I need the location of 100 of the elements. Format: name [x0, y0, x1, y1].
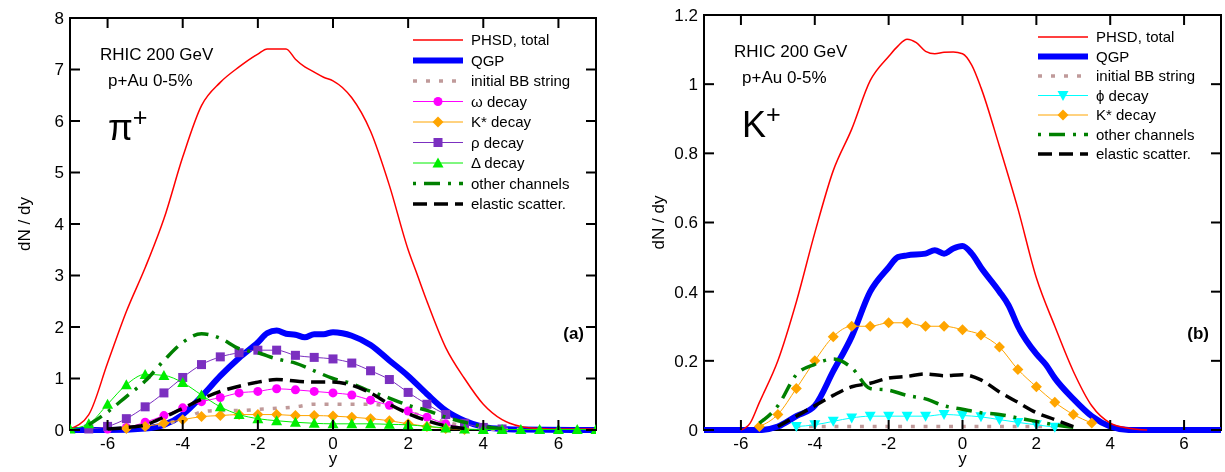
point: [422, 399, 432, 409]
point: [196, 411, 207, 423]
point: [993, 341, 1005, 353]
annotation: π$^{+}$: [108, 103, 148, 148]
point: [790, 422, 802, 433]
x-tick-label: 2: [1031, 434, 1042, 453]
point: [901, 411, 913, 422]
point: [158, 369, 170, 380]
y-tick-label: 5: [54, 163, 64, 183]
point: [290, 385, 300, 395]
y-axis-title: dN / dy: [15, 196, 34, 251]
y-tick-label: 0.6: [674, 213, 698, 233]
point: [883, 411, 895, 422]
point: [272, 384, 282, 394]
point: [346, 418, 358, 429]
point: [920, 411, 932, 422]
annotation: K$^{+}$: [742, 100, 781, 145]
annotation: p+Au 0-5%: [742, 68, 827, 87]
point: [366, 395, 376, 405]
annotation: p+Au 0-5%: [108, 71, 193, 90]
y-tick-label: 1.2: [674, 5, 698, 25]
point: [234, 388, 244, 398]
y-tick-label: 1: [54, 369, 64, 389]
x-tick-label: -4: [175, 434, 191, 453]
y-axis-title: dN / dy: [649, 195, 668, 250]
legend-label: initial BB string: [471, 72, 571, 90]
y-tick-label: 7: [54, 60, 64, 80]
point: [938, 320, 950, 332]
point: [215, 393, 225, 403]
y-tick-label: 0: [688, 420, 698, 440]
legend-label: initial BB string: [1096, 67, 1196, 85]
point: [901, 317, 913, 329]
point: [772, 408, 784, 420]
point: [790, 383, 802, 394]
legend-label: QGP: [1096, 47, 1130, 65]
y-tick-label: 8: [54, 8, 64, 28]
point: [1049, 422, 1061, 433]
annotation: RHIC 200 GeV: [100, 45, 215, 64]
legend-label: other channels: [471, 174, 570, 192]
y-tick-label: 1: [688, 75, 698, 95]
x-tick-label: 6: [1179, 434, 1189, 453]
point: [975, 329, 987, 341]
legend-label: elastic scatter.: [471, 195, 567, 213]
point: [1086, 417, 1098, 429]
x-tick-label: -2: [881, 434, 897, 453]
x-tick-label: -6: [733, 434, 749, 453]
x-tick-label: 4: [1105, 434, 1115, 453]
legend-label: K* decay: [1096, 106, 1157, 124]
point: [177, 377, 189, 388]
point: [120, 379, 132, 390]
legend-label: elastic scatter.: [1096, 145, 1192, 163]
point: [846, 413, 858, 424]
point: [1012, 363, 1024, 375]
point: [139, 420, 151, 432]
point: [1067, 408, 1079, 420]
point: [121, 414, 131, 424]
point: [571, 423, 583, 434]
point: [957, 324, 968, 336]
point: [102, 398, 114, 409]
x-tick-label: -6: [100, 434, 116, 453]
point: [864, 411, 876, 422]
point: [289, 416, 301, 427]
y-tick-label: 0.4: [674, 282, 698, 302]
annotation: RHIC 200 GeV: [734, 42, 849, 61]
point: [308, 417, 320, 428]
x-tick-label: 2: [403, 434, 413, 453]
point: [827, 331, 839, 343]
x-tick-label: -2: [250, 434, 266, 453]
point: [214, 410, 226, 422]
point: [827, 416, 839, 427]
point: [534, 423, 546, 434]
point: [234, 348, 244, 358]
point: [1012, 417, 1024, 428]
point: [158, 417, 170, 429]
point: [1049, 396, 1061, 408]
annotation: (a): [563, 324, 584, 344]
legend-label: ρ decay: [471, 133, 525, 151]
legend-label: other channels: [1096, 125, 1195, 143]
x-tick-label: -4: [807, 434, 823, 453]
y-tick-label: 6: [54, 111, 64, 131]
point: [753, 421, 765, 433]
point: [1030, 381, 1042, 393]
point: [214, 401, 226, 412]
legend-label: QGP: [471, 51, 505, 69]
point: [327, 410, 339, 422]
y-tick-label: 0: [54, 420, 64, 440]
point: [515, 423, 527, 434]
point: [403, 387, 413, 397]
legend-label: K* decay: [471, 113, 532, 131]
point: [309, 386, 319, 396]
point: [846, 320, 858, 332]
y-tick-label: 4: [54, 214, 64, 234]
x-tick-label: 4: [478, 434, 489, 453]
y-tick-label: 2: [54, 317, 64, 337]
point: [309, 352, 319, 362]
y-tick-label: 0.8: [674, 144, 698, 164]
point: [140, 402, 150, 412]
point: [328, 354, 338, 364]
point: [883, 317, 895, 329]
point: [864, 320, 876, 332]
